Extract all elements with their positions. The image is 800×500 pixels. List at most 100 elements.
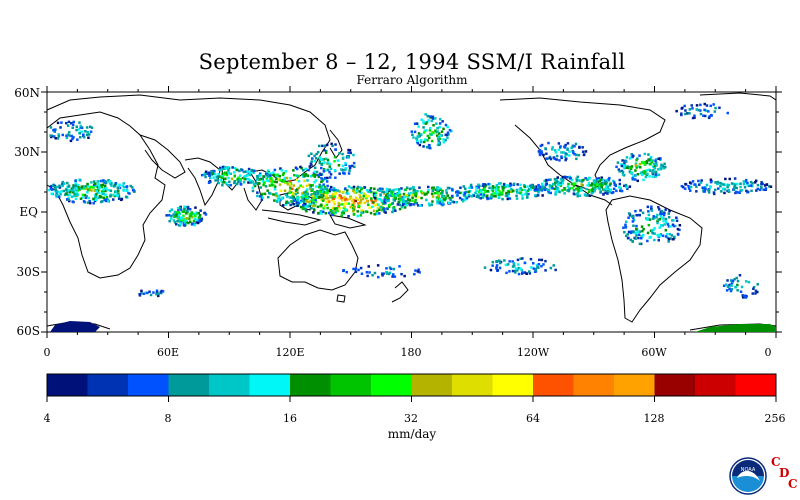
- rain-pixel: [233, 174, 236, 177]
- rain-pixel: [292, 169, 295, 172]
- rain-pixel: [155, 292, 158, 296]
- rain-pixel: [318, 192, 321, 196]
- rain-pixel: [683, 104, 686, 108]
- rain-pixel: [745, 280, 748, 283]
- rain-pixel: [246, 177, 250, 181]
- rain-pixel: [498, 259, 501, 262]
- colorbar-swatch: [209, 374, 250, 396]
- rain-pixel: [247, 173, 250, 176]
- rain-pixel: [82, 200, 86, 203]
- rain-pixel: [762, 188, 765, 191]
- rain-pixel: [682, 185, 685, 189]
- rain-pixel: [387, 189, 390, 193]
- rain-pixel: [442, 203, 445, 206]
- rain-pixel: [727, 184, 731, 187]
- rain-pixel: [332, 210, 336, 213]
- rain-pixel: [566, 189, 569, 192]
- rain-pixel: [333, 195, 337, 198]
- rain-pixel: [322, 178, 325, 181]
- rain-pixel: [243, 175, 247, 178]
- rain-pixel: [103, 198, 106, 202]
- rain-pixel: [479, 197, 482, 200]
- rain-pixel: [670, 234, 674, 237]
- rain-pixel: [306, 174, 309, 178]
- rain-pixel: [373, 192, 376, 196]
- rain-pixel: [332, 200, 336, 204]
- rain-pixel: [258, 195, 262, 198]
- rain-pixel: [521, 257, 524, 260]
- rain-pixel: [623, 230, 626, 234]
- rain-pixel: [543, 179, 546, 183]
- rain-pixel: [733, 177, 737, 180]
- rain-pixel: [71, 189, 75, 192]
- rain-pixel: [323, 144, 327, 147]
- rain-pixel: [445, 191, 448, 195]
- rain-pixel: [296, 198, 299, 202]
- rain-pixel: [752, 287, 755, 290]
- rain-pixel: [332, 197, 335, 200]
- rain-pixel: [509, 182, 512, 186]
- rain-pixel: [245, 170, 248, 173]
- rain-pixel: [714, 188, 717, 192]
- rain-pixel: [647, 223, 651, 227]
- rain-pixel: [617, 168, 621, 171]
- rain-pixel: [356, 202, 360, 205]
- rain-pixel: [441, 191, 444, 194]
- rain-pixel: [302, 169, 305, 172]
- rain-pixel: [534, 187, 538, 191]
- rain-pixel: [140, 292, 143, 295]
- rain-pixel: [553, 149, 557, 152]
- rain-pixel: [286, 183, 290, 186]
- rain-pixel: [373, 196, 377, 200]
- rain-pixel: [283, 181, 287, 185]
- rain-pixel: [249, 181, 253, 184]
- rain-pixel: [535, 263, 539, 267]
- rain-pixel: [271, 179, 274, 182]
- rain-pixel: [420, 190, 423, 193]
- rain-pixel: [310, 198, 313, 202]
- rain-pixel: [599, 190, 602, 193]
- rain-pixel: [303, 179, 306, 183]
- cb-label-128: 128: [643, 412, 665, 425]
- rain-pixel: [544, 183, 548, 187]
- rain-pixel: [422, 120, 425, 123]
- rain-pixel: [387, 199, 390, 203]
- rain-pixel: [391, 193, 394, 197]
- rainfall-pixels: [48, 102, 773, 299]
- rain-pixel: [207, 181, 211, 184]
- rain-pixel: [451, 188, 454, 192]
- rain-pixel: [651, 159, 654, 162]
- rain-pixel: [71, 126, 74, 129]
- rain-pixel: [716, 180, 720, 184]
- rain-pixel: [75, 128, 78, 132]
- rain-pixel: [414, 194, 417, 198]
- rain-pixel: [495, 264, 499, 267]
- rain-pixel: [523, 185, 526, 188]
- rain-pixel: [199, 219, 203, 222]
- rain-pixel: [616, 161, 620, 164]
- rain-pixel: [583, 193, 587, 197]
- rain-pixel: [657, 239, 660, 242]
- rain-pixel: [283, 177, 286, 180]
- rain-pixel: [450, 129, 453, 133]
- rain-pixel: [370, 190, 373, 194]
- rain-pixel: [585, 187, 588, 191]
- rain-pixel: [314, 201, 317, 204]
- rain-pixel: [417, 125, 420, 128]
- rain-pixel: [413, 272, 416, 276]
- rain-pixel: [323, 161, 326, 164]
- rain-pixel: [659, 212, 662, 216]
- rain-pixel: [497, 182, 501, 185]
- rain-pixel: [751, 182, 754, 185]
- rain-pixel: [184, 219, 187, 223]
- rain-pixel: [114, 190, 117, 193]
- rain-pixel: [304, 198, 308, 201]
- rain-pixel: [71, 190, 75, 194]
- rain-pixel: [411, 199, 414, 202]
- rain-pixel: [538, 185, 542, 189]
- rain-pixel: [707, 189, 710, 192]
- rain-pixel: [65, 121, 68, 125]
- rain-pixel: [289, 185, 292, 188]
- rain-pixel: [330, 198, 334, 202]
- rain-pixel: [438, 122, 442, 125]
